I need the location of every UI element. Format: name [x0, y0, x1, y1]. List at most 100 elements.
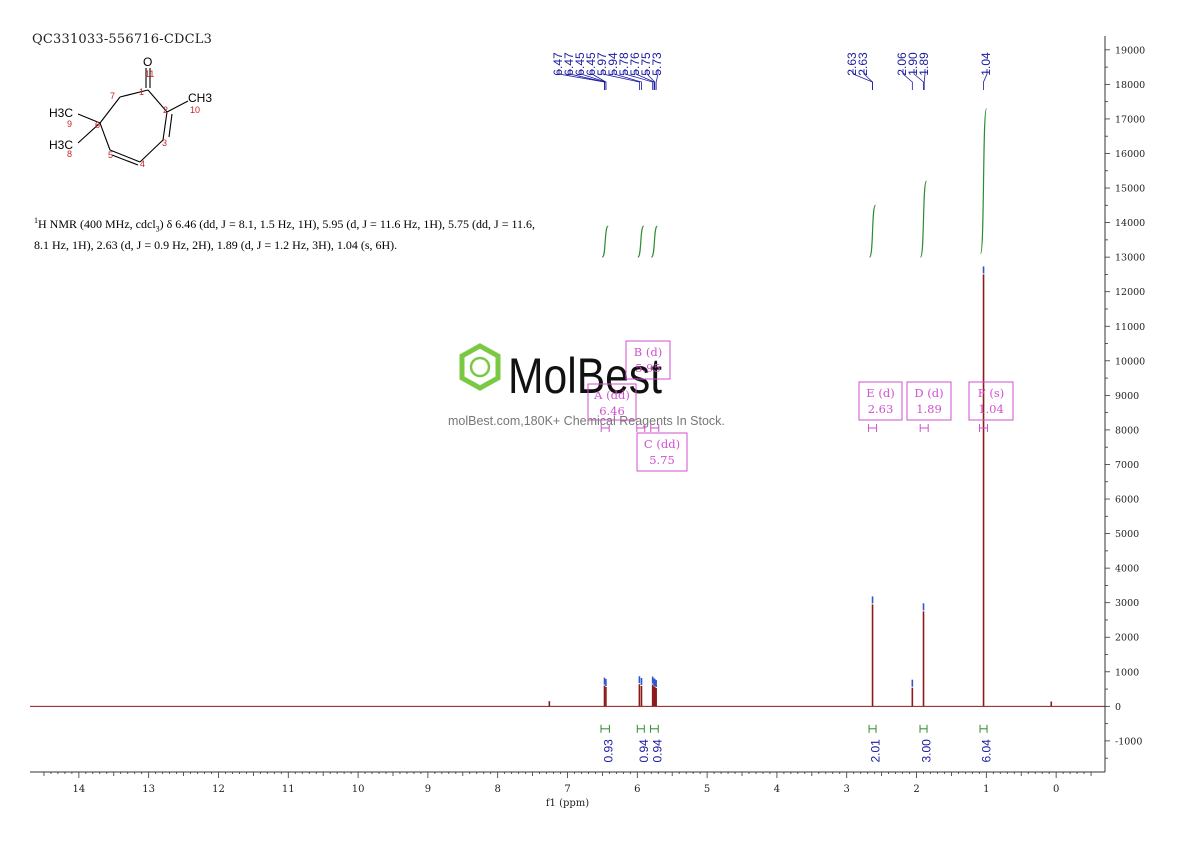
peak-label-connector	[655, 69, 659, 90]
x-tick-label: 0	[1053, 784, 1059, 795]
peak-label: 6.45	[573, 52, 587, 76]
peak-label: 2.63	[856, 52, 870, 76]
x-tick-label: 8	[495, 784, 501, 795]
integral-value: 0.94	[651, 739, 665, 763]
multiplet-title: B (d)	[634, 345, 662, 359]
x-tick-label: 1	[983, 784, 989, 795]
peak-label: 1.90	[906, 52, 920, 76]
y-tick-label: 13000	[1115, 253, 1145, 264]
x-tick-label: 3	[844, 784, 850, 795]
y-tick-label: 17000	[1115, 114, 1145, 125]
multiplet-title: F (s)	[978, 386, 1005, 400]
integral-curve	[919, 180, 928, 258]
integral-curve	[868, 204, 877, 258]
multiplet-box	[587, 383, 637, 421]
atom-number: 10	[190, 105, 200, 115]
peak-label: 6.47	[551, 52, 565, 76]
x-tick-label: 14	[72, 784, 85, 795]
y-tick-label: 19000	[1115, 45, 1145, 56]
y-tick-label: 10000	[1115, 356, 1145, 367]
integral-value: 2.01	[869, 739, 883, 763]
y-tick-label: 14000	[1115, 218, 1145, 229]
multiplet-title: A (dd)	[593, 388, 630, 402]
x-tick-label: 11	[282, 784, 295, 795]
peak-label: 1.04	[979, 52, 993, 76]
integral-value: 3.00	[920, 739, 934, 763]
peak-label-connector	[902, 69, 913, 90]
oxygen-label: O	[143, 55, 152, 69]
integral-curve-group	[601, 107, 988, 258]
x-tick-label: 4	[774, 784, 780, 795]
x-axis-title: f1 (ppm)	[546, 798, 589, 809]
y-tick-label: 8000	[1115, 425, 1139, 436]
multiplet-shift: 5.75	[649, 453, 675, 467]
y-tick-label: 1000	[1115, 667, 1139, 678]
y-tick-label: 16000	[1115, 149, 1145, 160]
solvent-subscript: 3	[155, 224, 160, 234]
y-tick-label: 5000	[1115, 529, 1139, 540]
y-tick-label: 18000	[1115, 80, 1145, 91]
multiplet-box	[636, 432, 688, 472]
y-tick-label: 0	[1115, 702, 1121, 713]
atom-number: 3	[162, 138, 167, 148]
peak-label-connector	[923, 69, 926, 90]
peak-label: 6.47	[562, 52, 576, 76]
multiplet-shift: 1.04	[978, 402, 1004, 416]
nucleus-superscript: 1	[34, 216, 38, 225]
atom-number: 8	[67, 149, 72, 159]
x-tick-label: 5	[704, 784, 710, 795]
integral-curve	[650, 225, 658, 258]
multiplet-shift: 6.46	[599, 404, 625, 418]
x-tick-label: 10	[352, 784, 365, 795]
y-tick-label: 12000	[1115, 287, 1145, 298]
nmr-text-line1: H NMR (400 MHz, cdcl	[38, 217, 156, 231]
atom-number: 9	[67, 119, 72, 129]
peak-label: 2.06	[895, 52, 909, 76]
x-tick-label: 7	[564, 784, 570, 795]
nmr-assignment-text: 1H NMR (400 MHz, cdcl3) δ 6.46 (dd, J = …	[34, 212, 604, 254]
atom-number: 4	[140, 159, 145, 169]
integral-curve	[637, 225, 645, 258]
peak-label: 5.97	[595, 52, 609, 76]
integral-value: 0.93	[601, 739, 615, 763]
multiplet-box	[858, 381, 903, 421]
peak-label-connector	[569, 69, 605, 90]
multiplet-shift: 2.63	[868, 402, 894, 416]
peak-label-connector	[863, 69, 873, 90]
y-tick-label: 2000	[1115, 633, 1139, 644]
peak-label: 5.94	[606, 52, 620, 76]
gem-methyl-label-upper: H3C	[49, 106, 73, 120]
atom-number: 1	[139, 87, 144, 97]
x-tick-label: 12	[212, 784, 225, 795]
x-tick-label: 9	[425, 784, 431, 795]
multiplet-box	[906, 381, 952, 421]
peak-label-connector	[591, 69, 607, 90]
peak-label: 2.63	[845, 52, 859, 76]
x-tick-label: 2	[913, 784, 919, 795]
atom-number: 5	[108, 150, 113, 160]
y-tick-label: 6000	[1115, 495, 1139, 506]
integral-value: 0.94	[637, 739, 651, 763]
atom-number: 2	[163, 105, 168, 115]
peak-label-connector	[624, 69, 654, 90]
nmr-text-line2: 8.1 Hz, 1H), 2.63 (d, J = 0.9 Hz, 2H), 1…	[34, 238, 398, 253]
watermark: MolBest molBest.com,180K+ Chemical Reage…	[448, 343, 725, 428]
molbest-logo-ring	[469, 356, 491, 378]
atom-number: 7	[110, 91, 115, 101]
peak-label-connector	[613, 69, 642, 90]
multiplet-title: D (d)	[914, 386, 943, 400]
watermark-tagline: molBest.com,180K+ Chemical Reagents In S…	[448, 414, 725, 428]
multiplet-title: E (d)	[866, 386, 894, 400]
y-tick-label: 4000	[1115, 564, 1139, 575]
peak-label-connector	[913, 69, 924, 90]
x-tick-label: 6	[634, 784, 640, 795]
peak-label-connector	[646, 69, 656, 90]
nmr-text-line1b: ) δ 6.46 (dd, J = 8.1, 1.5 Hz, 1H), 5.95…	[159, 217, 536, 231]
multiplet-shift: 1.89	[916, 402, 942, 416]
peak-label: 1.89	[917, 52, 931, 76]
integral-curve	[601, 225, 609, 258]
gem-methyl-label-lower: H3C	[49, 138, 73, 152]
multiplet-title: C (dd)	[644, 437, 680, 451]
spectrum-group	[30, 266, 1105, 707]
